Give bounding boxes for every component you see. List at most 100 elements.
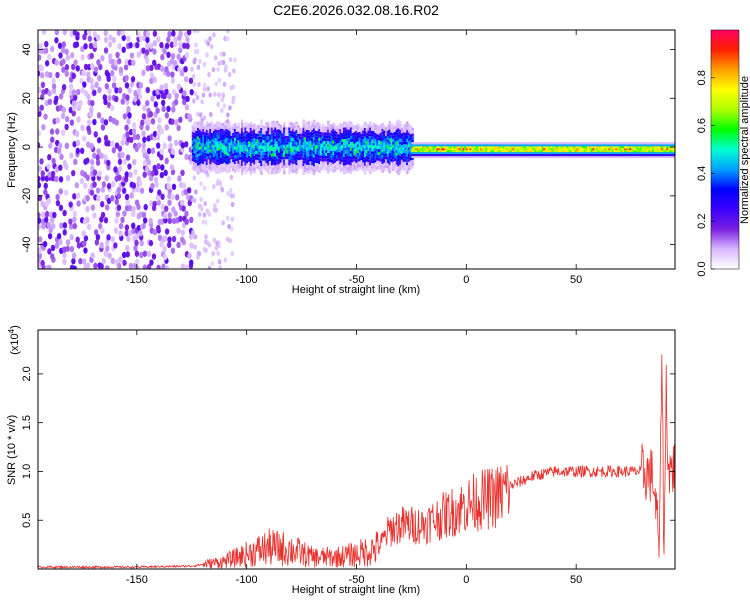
spectrogram-cell (141, 113, 147, 120)
spectrogram-cell (622, 142, 625, 145)
spectrogram-cell (269, 157, 272, 161)
spectrogram-cell (290, 125, 293, 129)
spectrogram-cell (212, 157, 216, 161)
spectrogram-cell (494, 146, 497, 149)
spectrogram-cell (573, 148, 576, 151)
spectrogram-cell (520, 144, 523, 147)
spectrogram-cell (455, 153, 458, 157)
spectrogram-cell (226, 141, 230, 144)
spectrogram-cell (653, 146, 657, 149)
spectrogram-cell (297, 136, 300, 140)
spectrogram-cell (367, 159, 370, 163)
spectrogram-cell (378, 134, 381, 138)
spectrogram-cell (230, 165, 233, 168)
spectrogram-cell (497, 148, 500, 151)
spectrogram-cell (52, 211, 57, 219)
spectrogram-cell (202, 169, 205, 173)
spectrogram-cell (578, 155, 581, 159)
spectrogram-cell (195, 145, 198, 149)
spectrogram-cell (397, 160, 400, 164)
spectrogram-cell (662, 142, 665, 145)
spectrogram-cell (485, 153, 488, 157)
spectrogram-cell (464, 146, 467, 149)
spectrogram-cell (197, 159, 200, 163)
spectrogram-cell (155, 194, 161, 201)
spectrogram-cell (641, 153, 644, 157)
spectrogram-cell (501, 153, 504, 157)
spectrogram-cell (263, 143, 267, 147)
spectrogram-cell (560, 153, 564, 157)
spectrogram-cell (237, 134, 240, 138)
spectrogram-cell (38, 181, 42, 189)
spectrogram-cell (149, 72, 155, 79)
spectrogram-cell (239, 136, 242, 140)
spectrogram-cell (212, 136, 216, 140)
spectrogram-cell (385, 165, 388, 168)
spectrogram-cell (116, 262, 122, 269)
spectrogram-cell (253, 126, 256, 130)
spectrogram-cell (573, 151, 576, 155)
spectrogram-cell (383, 145, 386, 149)
spectrogram-cell (267, 145, 270, 148)
spectrogram-cell (297, 125, 300, 128)
spectrogram-cell (251, 148, 254, 151)
spectrogram-cell (381, 137, 384, 141)
spectrogram-cell (209, 161, 212, 164)
spectrogram-cell (184, 264, 189, 269)
spectrogram-cell (145, 42, 150, 50)
spectrogram-cell (344, 127, 348, 131)
spectrogram-cell (220, 187, 225, 193)
spectrogram-cell (527, 146, 530, 149)
spectrogram-cell (211, 135, 214, 139)
spectrogram-cell (288, 162, 291, 166)
spectrogram-cell (369, 159, 372, 163)
spectrogram-cell (355, 145, 358, 149)
spectrogram-cell (622, 146, 625, 149)
spectrogram-cell (518, 146, 521, 149)
spectrogram-cell (443, 142, 446, 145)
spectrogram-cell (418, 153, 421, 157)
spectrogram-cell (311, 153, 314, 157)
spectrogram-cell (260, 169, 263, 172)
spectrogram-cell (664, 153, 667, 157)
spectrogram-cell (386, 165, 390, 169)
spectrogram-cell (550, 153, 553, 157)
spectrogram-cell (255, 159, 258, 163)
spectrogram-cell (239, 162, 242, 166)
spectrogram-cell (566, 142, 569, 145)
spectrogram-cell (567, 146, 571, 149)
spectrogram-cell (262, 128, 265, 132)
spectrogram-cell (353, 164, 356, 168)
spectrogram-cell (376, 145, 379, 149)
spectrogram-cell (95, 34, 101, 41)
spectrogram-cell (218, 126, 221, 130)
spectrogram-cell (369, 124, 372, 128)
spectrogram-cell (349, 136, 353, 139)
spectrogram-cell (413, 146, 416, 149)
spectrogram-cell (571, 151, 574, 155)
spectrogram-cell (553, 155, 557, 159)
spectrogram-cell (402, 132, 406, 136)
spectrogram-cell (450, 155, 453, 159)
spectrogram-cell (192, 175, 197, 181)
spectrogram-cell (332, 146, 335, 150)
spectrogram-cell (223, 136, 226, 140)
spectrogram-cell (372, 151, 376, 155)
spectrogram-cell (263, 146, 267, 150)
spectrogram-cell (288, 121, 291, 125)
spectrogram-cell (283, 133, 286, 137)
spectrogram-cell (360, 139, 363, 143)
spectrogram-cell (197, 154, 200, 157)
spectrogram-cell (221, 158, 225, 161)
spectrogram-cell (81, 230, 87, 237)
spectrogram-cell (351, 153, 355, 157)
spectrogram-cell (177, 175, 182, 182)
spectrogram-cell (79, 77, 84, 85)
spectrogram-cell (393, 140, 397, 144)
spectrogram-cell (583, 148, 586, 151)
spectrogram-cell (370, 125, 374, 128)
spectrogram-cell (267, 151, 270, 154)
spectrogram-cell (293, 131, 297, 135)
spectrogram-cell (212, 130, 216, 134)
spectrogram-cell (335, 149, 339, 153)
